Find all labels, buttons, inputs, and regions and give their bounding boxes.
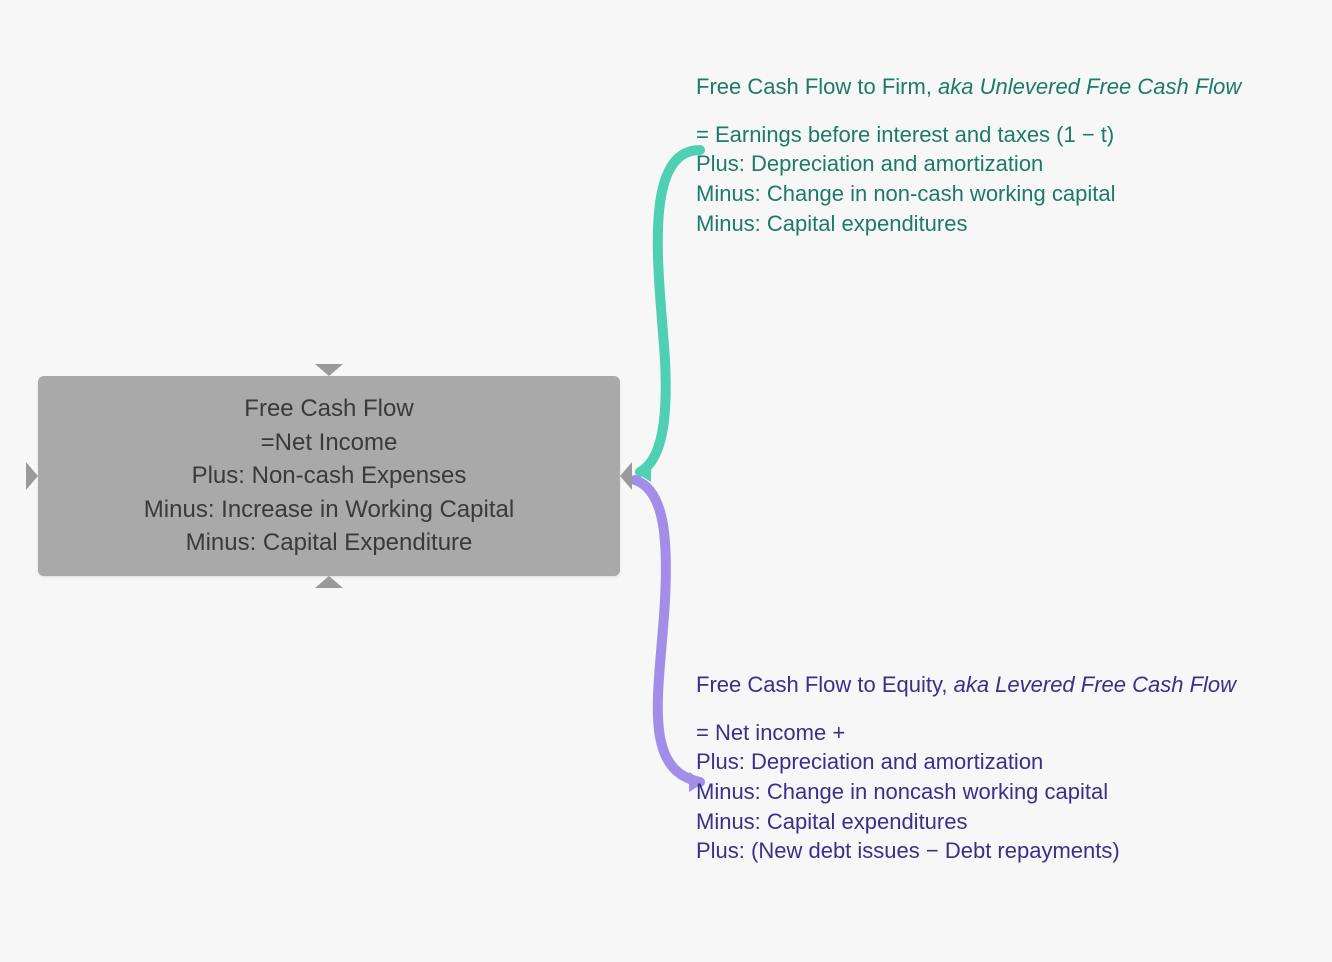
- box-triangle-left: [26, 462, 38, 490]
- firm-connector-arrow: [635, 462, 651, 482]
- equity-formula-line: Plus: Depreciation and amortization: [696, 747, 1296, 777]
- firm-formula-line: Minus: Change in non-cash working capita…: [696, 179, 1296, 209]
- free-cash-flow-box: Free Cash Flow =Net Income Plus: Non-cas…: [38, 376, 620, 576]
- box-triangle-bottom: [315, 576, 343, 588]
- equity-title: Free Cash Flow to Equity, aka Levered Fr…: [696, 670, 1296, 700]
- diagram-canvas: Free Cash Flow =Net Income Plus: Non-cas…: [0, 0, 1332, 962]
- box-triangle-top: [315, 364, 343, 376]
- main-box-line: Minus: Capital Expenditure: [186, 526, 473, 560]
- firm-cash-flow-block: Free Cash Flow to Firm, aka Unlevered Fr…: [696, 72, 1296, 238]
- equity-formula-line: Minus: Capital expenditures: [696, 807, 1296, 837]
- firm-title: Free Cash Flow to Firm, aka Unlevered Fr…: [696, 72, 1296, 102]
- firm-title-plain: Free Cash Flow to Firm,: [696, 74, 938, 99]
- main-box-line: Plus: Non-cash Expenses: [192, 459, 467, 493]
- main-box-line: Minus: Increase in Working Capital: [144, 493, 514, 527]
- equity-cash-flow-block: Free Cash Flow to Equity, aka Levered Fr…: [696, 670, 1296, 866]
- equity-formula-line: = Net income +: [696, 718, 1296, 748]
- main-box-line: =Net Income: [261, 426, 398, 460]
- firm-connector-path: [640, 150, 700, 472]
- box-triangle-right: [620, 462, 632, 490]
- equity-formula-line: Plus: (New debt issues − Debt repayments…: [696, 836, 1296, 866]
- firm-formula-line: Minus: Capital expenditures: [696, 209, 1296, 239]
- firm-title-italic: aka Unlevered Free Cash Flow: [938, 74, 1241, 99]
- firm-formula-line: = Earnings before interest and taxes (1 …: [696, 120, 1296, 150]
- equity-connector-path: [635, 480, 700, 782]
- firm-formula-line: Plus: Depreciation and amortization: [696, 149, 1296, 179]
- equity-title-italic: aka Levered Free Cash Flow: [954, 672, 1236, 697]
- equity-formula-line: Minus: Change in noncash working capital: [696, 777, 1296, 807]
- main-box-line: Free Cash Flow: [244, 392, 413, 426]
- equity-title-plain: Free Cash Flow to Equity,: [696, 672, 954, 697]
